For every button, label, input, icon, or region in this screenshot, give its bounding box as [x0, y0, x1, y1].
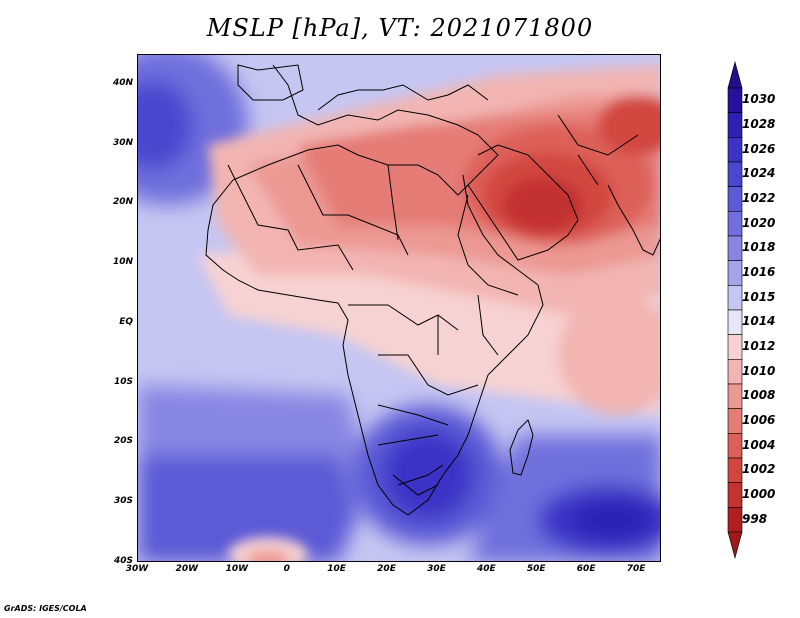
colorbar-level-label: 1018	[742, 240, 776, 255]
colorbar-swatch	[727, 186, 743, 212]
lat-tick-label: 10S	[113, 376, 133, 387]
lat-tick-label: 30S	[113, 496, 133, 507]
colorbar-level-label: 1016	[742, 265, 776, 279]
lon-tick-label: 0	[283, 564, 290, 574]
colorbar-level-label: 1000	[742, 487, 776, 501]
mslp-map	[137, 54, 661, 562]
colorbar-level-label: 1026	[742, 141, 776, 156]
colorbar-level-label: 1008	[742, 388, 776, 403]
lon-tick-label: 60E	[576, 564, 596, 574]
lat-tick-label: 20S	[113, 436, 133, 447]
colorbar-level-label: 1014	[742, 314, 776, 329]
lon-tick-label: 30W	[125, 564, 149, 574]
colorbar-swatch	[727, 383, 743, 409]
lat-tick-label: 40N	[112, 77, 133, 88]
colorbar-level-label: 1024	[742, 166, 776, 181]
colorbar-level-label: 1012	[742, 339, 776, 353]
lon-tick-label: 20W	[175, 564, 199, 574]
lon-tick-label: 50E	[526, 564, 546, 574]
colorbar-level-label: 1015	[742, 289, 776, 304]
colorbar-swatch	[727, 433, 743, 459]
mslp-field	[138, 55, 660, 561]
lon-tick-label: 10E	[327, 564, 346, 574]
credit-text: GrADS: IGES/COLA	[4, 604, 87, 613]
lat-tick-label: 10N	[112, 257, 133, 268]
colorbar-level-label: 1022	[742, 191, 776, 205]
colorbar-swatch	[727, 211, 743, 237]
colorbar-swatch	[727, 507, 743, 533]
colorbar-swatch	[727, 482, 743, 508]
colorbar-swatch	[727, 457, 743, 483]
lon-tick-label: 40E	[476, 564, 496, 574]
colorbar-swatch	[727, 260, 743, 286]
colorbar-swatch	[727, 359, 743, 385]
lat-tick-label: 40S	[113, 556, 133, 566]
colorbar-swatch	[727, 309, 743, 335]
colorbar-swatch	[727, 112, 743, 138]
colorbar-swatch	[727, 161, 743, 187]
colorbar-swatch	[727, 137, 743, 163]
lon-tick-label: 20E	[377, 564, 396, 574]
lon-tick-label: 30E	[427, 564, 446, 574]
colorbar-swatch	[727, 235, 743, 261]
lon-tick-label: 70E	[626, 564, 646, 574]
colorbar	[727, 60, 743, 560]
colorbar-top-arrow	[727, 60, 743, 89]
colorbar-level-label: 1004	[742, 437, 776, 452]
colorbar-swatch	[727, 408, 743, 434]
lat-tick-label: 30N	[112, 137, 133, 148]
colorbar-swatch	[727, 334, 743, 360]
lon-tick-label: 10W	[225, 564, 249, 574]
colorbar-level-label: 1020	[742, 215, 776, 230]
colorbar-swatch	[727, 87, 743, 113]
colorbar-level-label: 1030	[742, 92, 776, 107]
colorbar-level-label: 1028	[742, 117, 776, 131]
colorbar-swatch	[727, 285, 743, 311]
colorbar-level-label: 998	[742, 511, 768, 526]
colorbar-level-label: 1006	[742, 413, 776, 427]
colorbar-level-label: 1002	[742, 462, 776, 477]
coastline	[205, 64, 660, 516]
colorbar-level-label: 1010	[742, 363, 776, 378]
lat-tick-label: EQ	[119, 316, 133, 327]
lat-tick-label: 20N	[112, 197, 133, 208]
map-title: MSLP [hPa], VT: 2021071800	[206, 14, 594, 42]
colorbar-bottom-arrow	[727, 531, 743, 560]
